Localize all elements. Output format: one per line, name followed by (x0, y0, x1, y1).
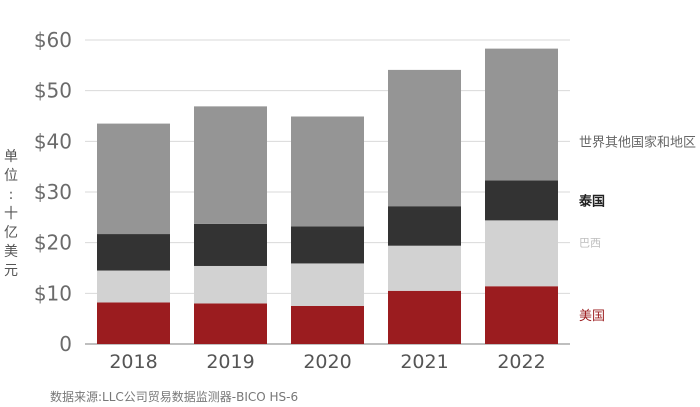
legend-label: 巴西 (579, 237, 601, 250)
bar-segment (194, 223, 267, 266)
y-axis-label: 单 位 : 十 亿 美 元 (0, 148, 22, 281)
y-tick-label: $40 (34, 129, 72, 153)
x-tick-label: 2022 (497, 351, 545, 373)
x-tick-label: 2019 (206, 351, 254, 373)
y-axis-label-char: 位 (4, 168, 18, 184)
bar-segment (388, 206, 461, 246)
bar-segment (485, 48, 558, 181)
bar-segment (485, 180, 558, 221)
legend-label: 泰国 (578, 193, 605, 209)
bar-segment (291, 306, 364, 344)
y-tick-label: $60 (34, 28, 72, 52)
y-tick-label: $20 (34, 231, 72, 255)
bar-segment (388, 69, 461, 207)
bar-segment (291, 226, 364, 264)
y-tick-label: $50 (34, 79, 72, 103)
y-tick-label: $10 (34, 281, 72, 305)
bar-segment (291, 116, 364, 227)
x-tick-label: 2018 (109, 351, 157, 373)
x-tick-label: 2021 (400, 351, 448, 373)
y-axis-label-char: : (8, 187, 14, 203)
bar-segment (388, 245, 461, 291)
legend-label: 美国 (579, 309, 605, 324)
y-axis-label-char: 十 (4, 206, 18, 222)
y-axis-label-char: 元 (4, 263, 18, 279)
bar-segment (194, 106, 267, 224)
x-tick-label: 2020 (303, 351, 351, 373)
source-note: 数据来源:LLC公司贸易数据监测器-BICO HS-6 (50, 390, 299, 404)
y-axis-label-char: 美 (4, 244, 18, 260)
bar-segment (485, 286, 558, 344)
bar-segment (388, 290, 461, 344)
bar-segment (97, 302, 170, 344)
bar-segment (291, 263, 364, 306)
bar-segment (97, 123, 170, 235)
bar-segment (194, 303, 267, 344)
bar-segment (97, 234, 170, 271)
y-tick-label: 0 (59, 332, 72, 356)
y-axis-label-char: 亿 (4, 225, 18, 241)
bar-segment (97, 270, 170, 303)
y-axis-label-char: 单 (4, 149, 18, 165)
bar-segment (485, 220, 558, 287)
legend-label: 世界其他国家和地区 (579, 134, 696, 150)
y-tick-label: $30 (34, 180, 72, 204)
bar-segment (194, 265, 267, 304)
